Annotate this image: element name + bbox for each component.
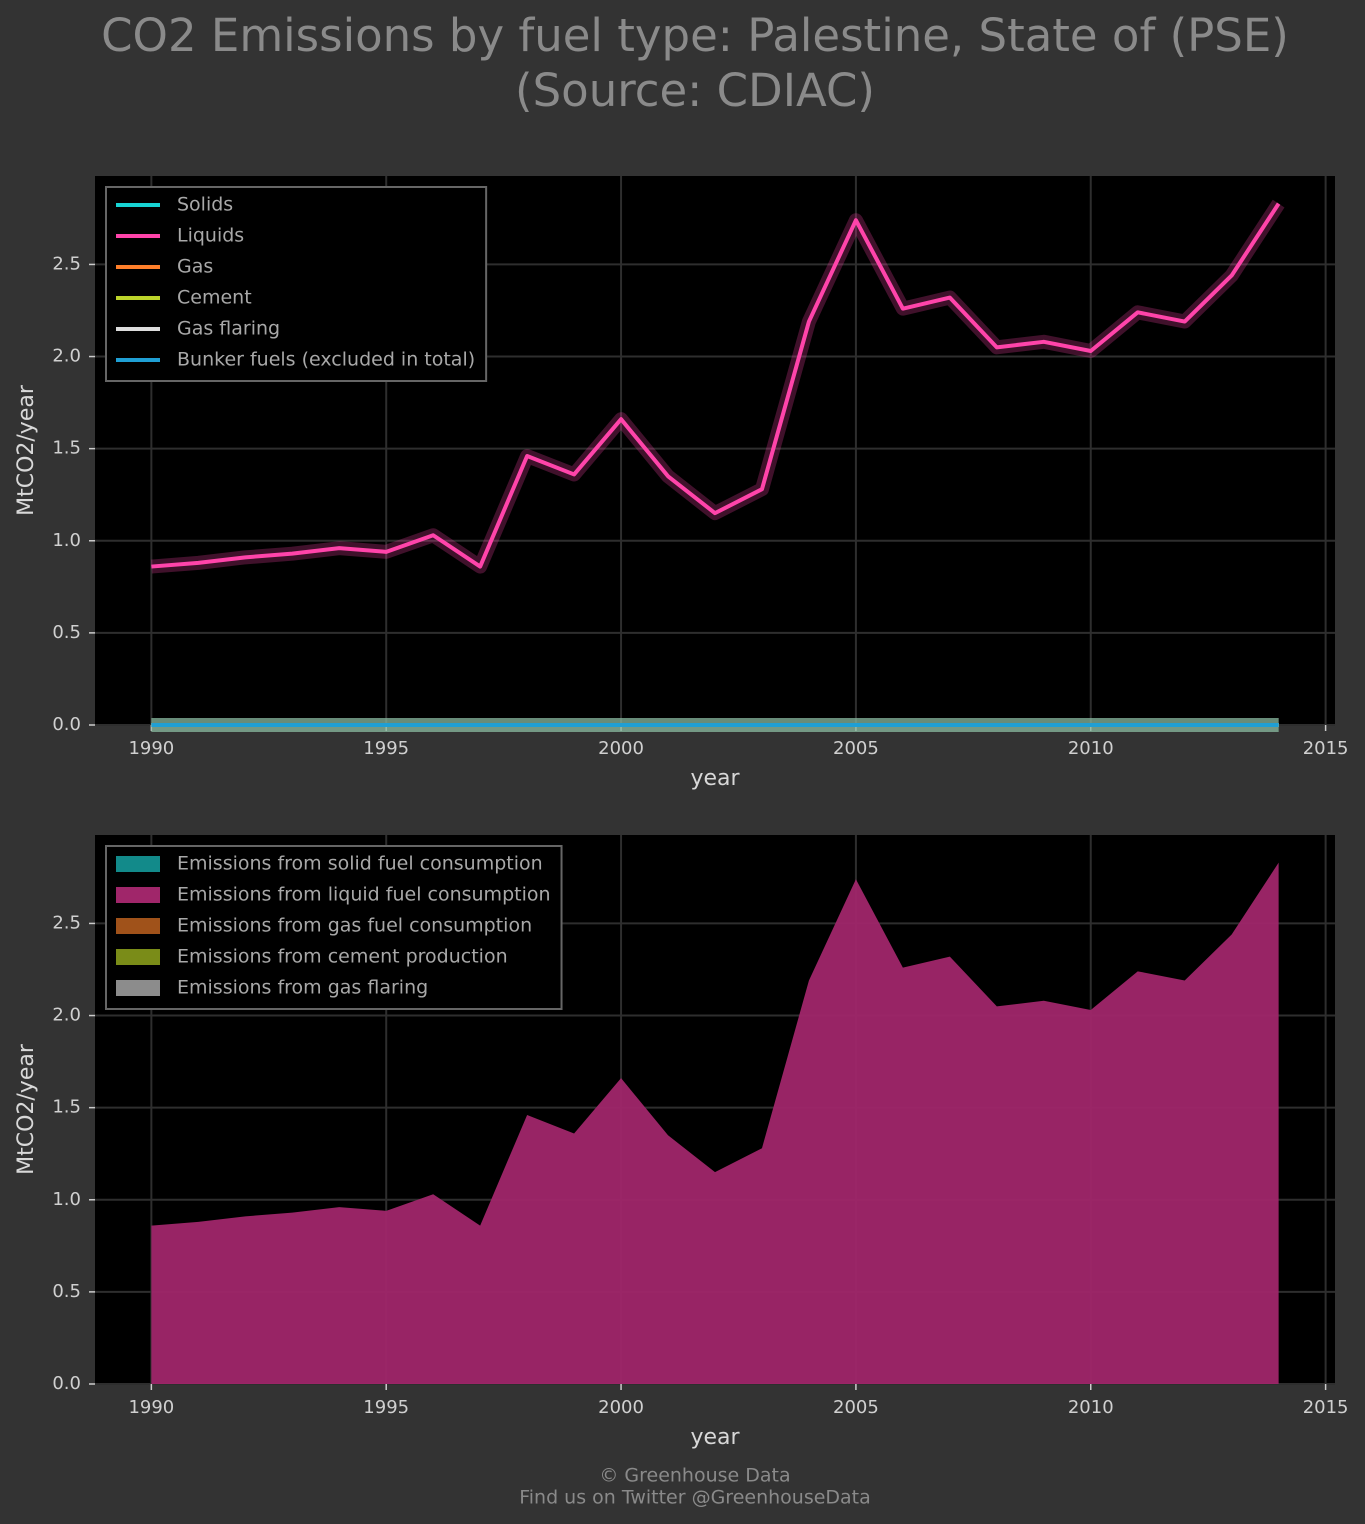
y-tick-label: 2.0 xyxy=(52,1005,81,1026)
x-axis-label: year xyxy=(690,1425,740,1450)
legend-swatch xyxy=(116,918,160,934)
x-tick-label: 1995 xyxy=(363,1397,409,1418)
y-tick-label: 0.5 xyxy=(52,622,81,643)
y-tick-label: 0.5 xyxy=(52,1281,81,1302)
line xyxy=(151,202,1281,569)
y-tick-label: 1.0 xyxy=(52,530,81,551)
legend-label: Emissions from gas flaring xyxy=(177,977,428,999)
x-tick-label: 2015 xyxy=(1303,738,1349,759)
legend-label: Gas flaring xyxy=(177,318,280,340)
y-tick-label: 1.5 xyxy=(52,438,81,459)
legend-label: Emissions from cement production xyxy=(177,946,508,968)
x-tick-label: 2005 xyxy=(833,1397,879,1418)
legend-label: Gas xyxy=(177,256,213,278)
y-tick-label: 2.0 xyxy=(52,346,81,367)
y-tick-label: 0.0 xyxy=(52,714,81,735)
footer-text: © Greenhouse Data xyxy=(599,1465,790,1487)
x-tick-label: 2015 xyxy=(1303,1397,1349,1418)
legend-label: Bunker fuels (excluded in total) xyxy=(177,349,475,371)
x-axis-label: year xyxy=(690,766,740,791)
y-axis-label: MtCO2/year xyxy=(14,1043,39,1175)
legend-swatch xyxy=(116,980,160,996)
x-tick-label: 2010 xyxy=(1068,738,1114,759)
x-tick-label: 1995 xyxy=(363,738,409,759)
footer-text: Find us on Twitter @GreenhouseData xyxy=(519,1487,871,1509)
x-tick-label: 2000 xyxy=(598,1397,644,1418)
y-tick-label: 1.5 xyxy=(52,1097,81,1118)
legend-label: Emissions from solid fuel consumption xyxy=(177,853,543,875)
y-axis-label: MtCO2/year xyxy=(14,384,39,516)
legend-label: Solids xyxy=(177,194,233,216)
legend-swatch xyxy=(116,887,160,903)
x-tick-label: 1990 xyxy=(128,738,174,759)
y-tick-label: 1.0 xyxy=(52,1189,81,1210)
legend-label: Liquids xyxy=(177,225,244,247)
y-tick-label: 0.0 xyxy=(52,1373,81,1394)
x-tick-label: 1990 xyxy=(128,1397,174,1418)
legend-box xyxy=(105,845,563,1010)
legend-label: Emissions from gas fuel consumption xyxy=(177,915,532,937)
x-tick-label: 2010 xyxy=(1068,1397,1114,1418)
legend-swatch xyxy=(116,949,160,965)
legend-label: Cement xyxy=(177,287,252,309)
legend-label: Emissions from liquid fuel consumption xyxy=(177,884,551,906)
x-tick-label: 2000 xyxy=(598,738,644,759)
legend-box xyxy=(105,186,488,382)
y-tick-label: 2.5 xyxy=(52,253,81,274)
area xyxy=(151,862,1279,1384)
chart-title: CO2 Emissions by fuel type: Palestine, S… xyxy=(101,9,1289,117)
legend-swatch xyxy=(116,856,160,872)
y-tick-label: 2.5 xyxy=(52,912,81,933)
x-tick-label: 2005 xyxy=(833,738,879,759)
